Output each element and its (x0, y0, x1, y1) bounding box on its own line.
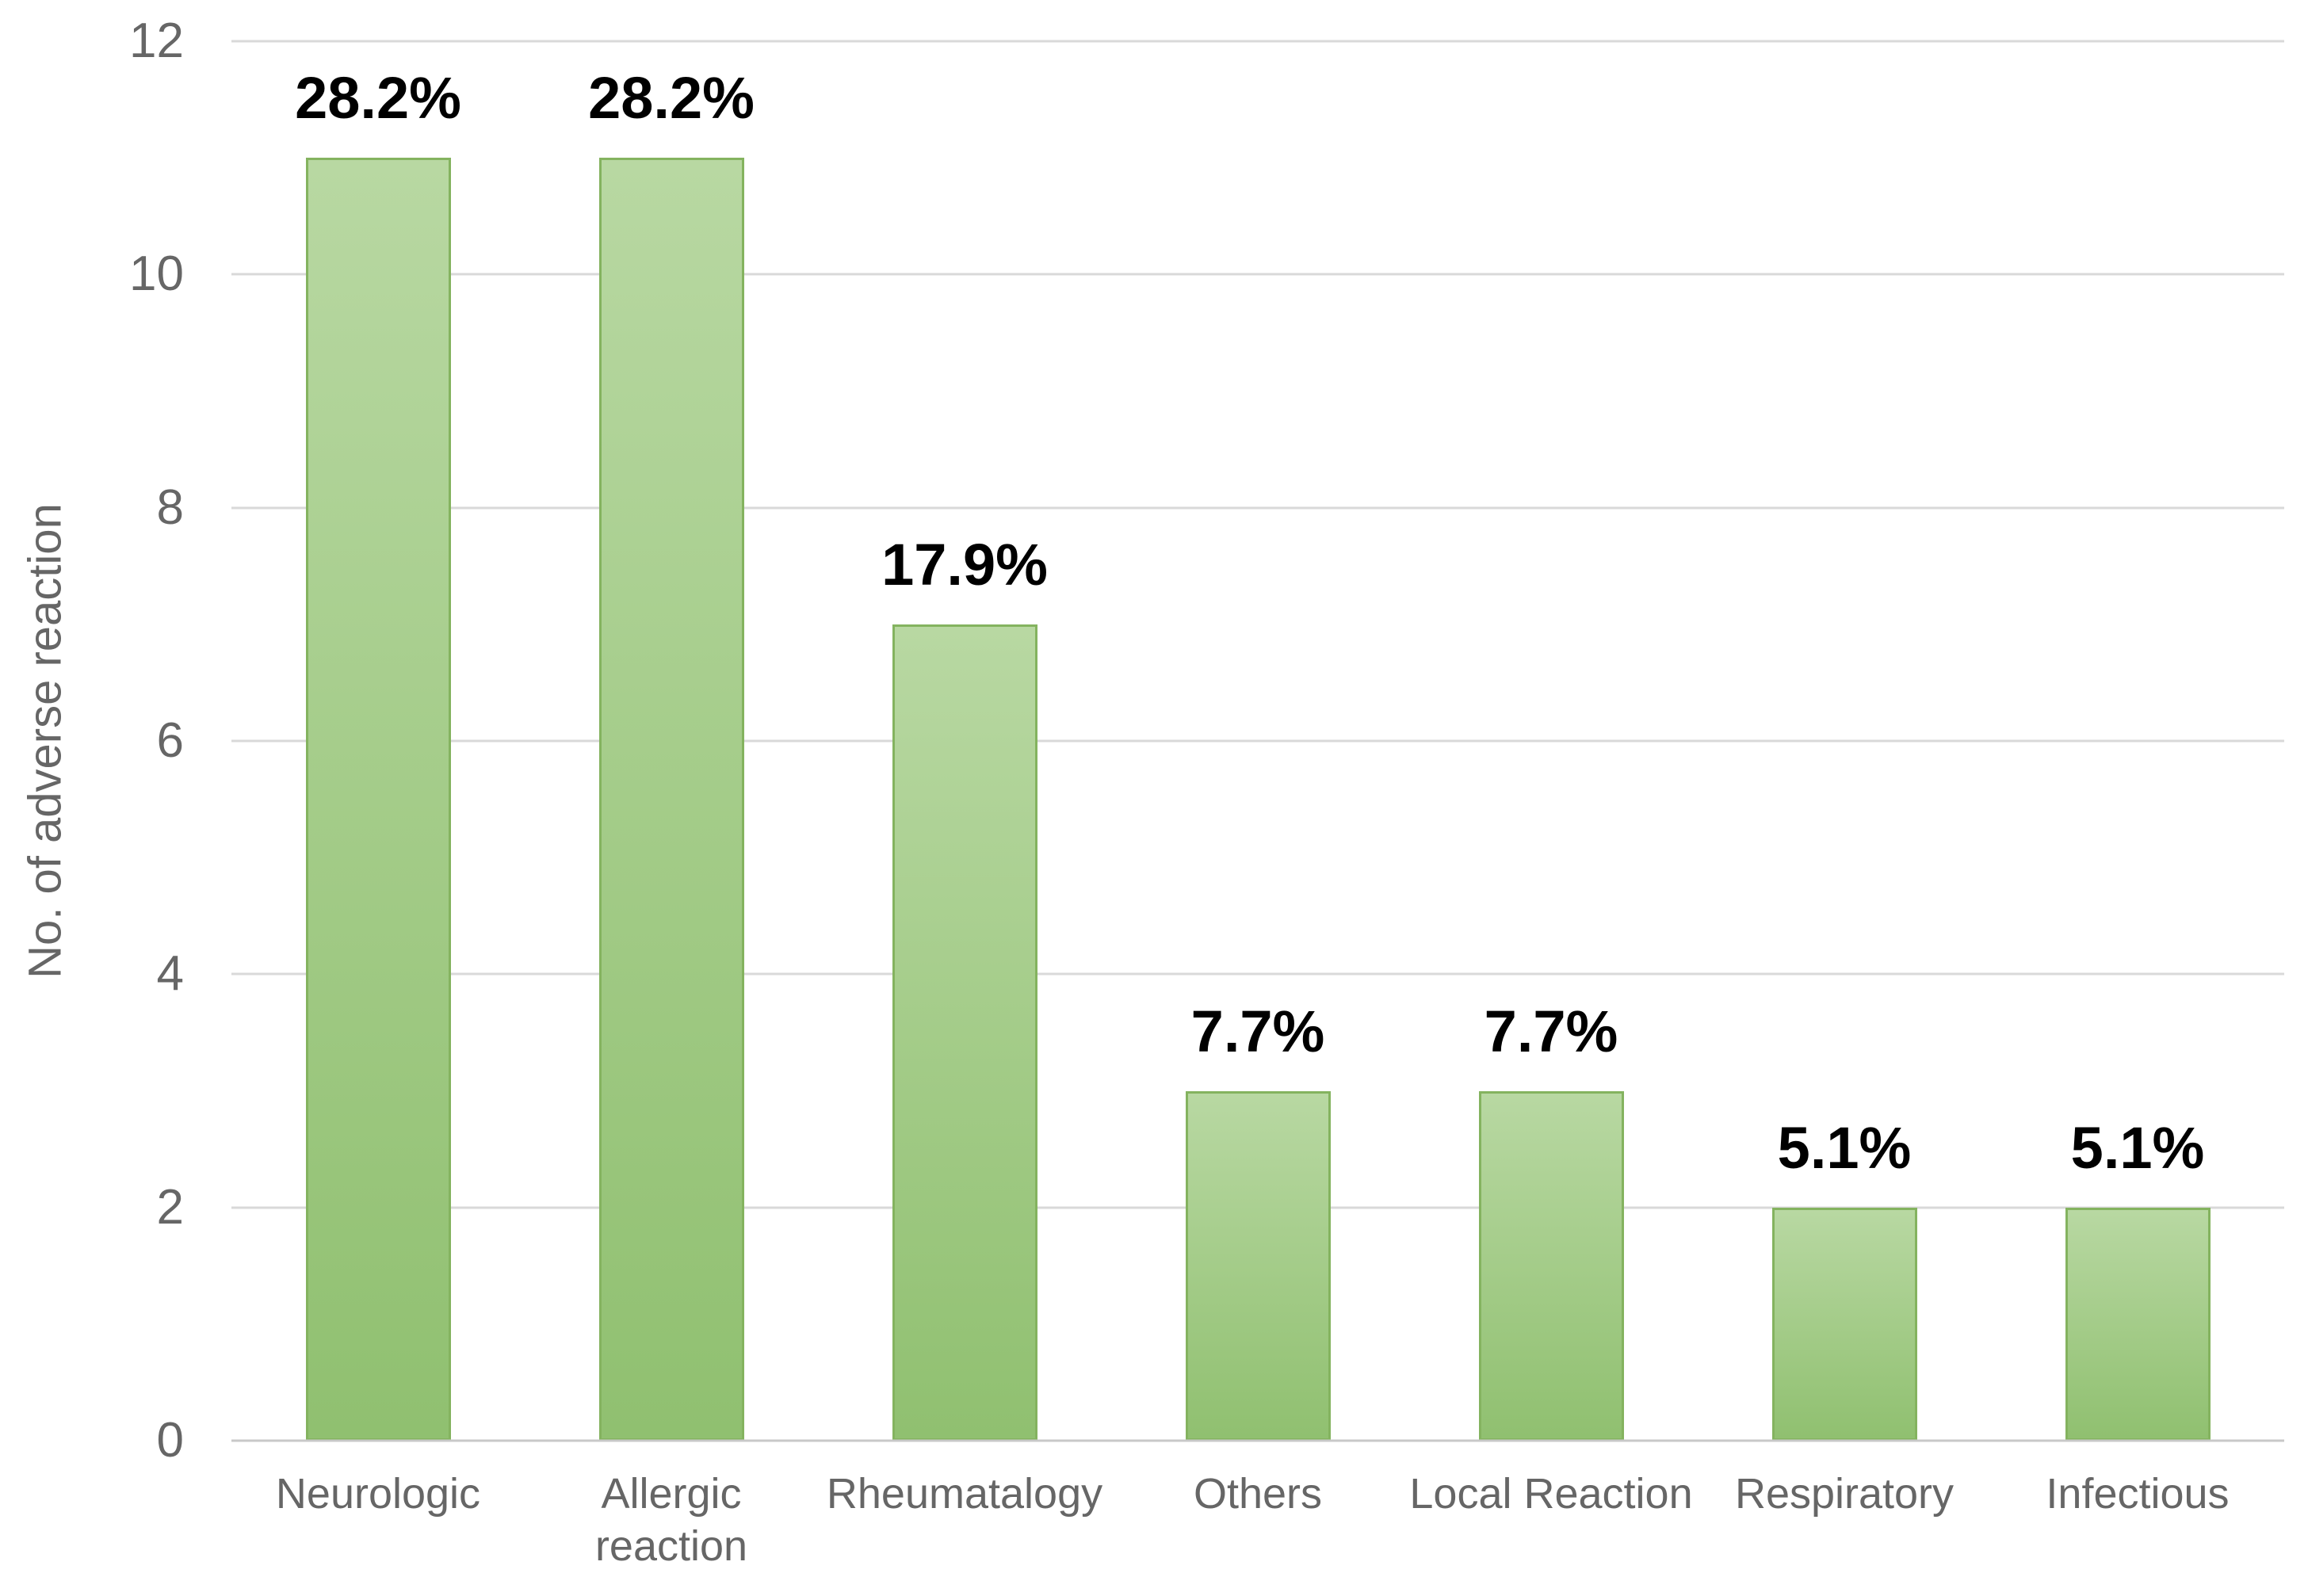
bar-slot: 7.7% (1404, 41, 1698, 1441)
bar-slot: 28.2% (231, 41, 525, 1441)
plot-area: 28.2% 28.2% 17.9% 7.7% 7.7% (231, 40, 2284, 1442)
bar-slot: 17.9% (818, 41, 1111, 1441)
y-tick-label: 12 (129, 13, 184, 68)
bar-others: 7.7% (1185, 998, 1331, 1441)
x-category-label: Respiratory (1734, 1470, 1955, 1518)
x-category-label: Allergic reaction (594, 1470, 748, 1570)
bar-infectious: 5.1% (2065, 1115, 2211, 1441)
x-axis-labels: Neurologic Allergic reaction Rheumatalog… (231, 1468, 2284, 1572)
bar-value-label: 5.1% (1777, 1114, 1912, 1181)
gridline (231, 273, 2284, 276)
x-category-label: Neurologic (275, 1470, 481, 1518)
bar-slot: 5.1% (1991, 41, 2284, 1441)
bar-rheumatalogy: 17.9% (881, 532, 1048, 1441)
bar-slot: 5.1% (1698, 41, 1991, 1441)
bar-value-label: 17.9% (881, 531, 1048, 598)
x-category-label: Local Reaction (1409, 1470, 1693, 1518)
bar-value-label: 28.2% (295, 65, 461, 132)
gridline (231, 972, 2284, 976)
bar-neurologic: 28.2% (295, 65, 461, 1441)
y-tick-label: 8 (156, 480, 184, 535)
y-tick-label: 6 (156, 713, 184, 768)
bar-value-label: 7.7% (1484, 998, 1618, 1064)
bar-value-label: 7.7% (1190, 998, 1325, 1064)
bar-allergic-reaction: 28.2% (588, 65, 755, 1441)
x-category-label: Infectious (2046, 1470, 2230, 1518)
bars-group: 28.2% 28.2% 17.9% 7.7% 7.7% (231, 41, 2284, 1441)
y-tick-label: 10 (129, 246, 184, 301)
gridline (231, 40, 2284, 43)
gridline (231, 506, 2284, 510)
bar-value-label: 28.2% (588, 65, 755, 132)
x-category-label: Others (1193, 1470, 1323, 1518)
x-axis-line (231, 1439, 2284, 1442)
y-tick-label: 4 (156, 946, 184, 1001)
bar-slot: 7.7% (1111, 41, 1404, 1441)
bar-local-reaction: 7.7% (1478, 998, 1624, 1441)
bar-slot: 28.2% (525, 41, 818, 1441)
y-tick-label: 0 (156, 1413, 184, 1468)
bar-respiratory: 5.1% (1771, 1115, 1917, 1441)
bar-value-label: 5.1% (2070, 1114, 2205, 1181)
gridline (231, 739, 2284, 743)
x-category-label: Rheumatalogy (826, 1470, 1103, 1518)
y-tick-label: 2 (156, 1180, 184, 1235)
